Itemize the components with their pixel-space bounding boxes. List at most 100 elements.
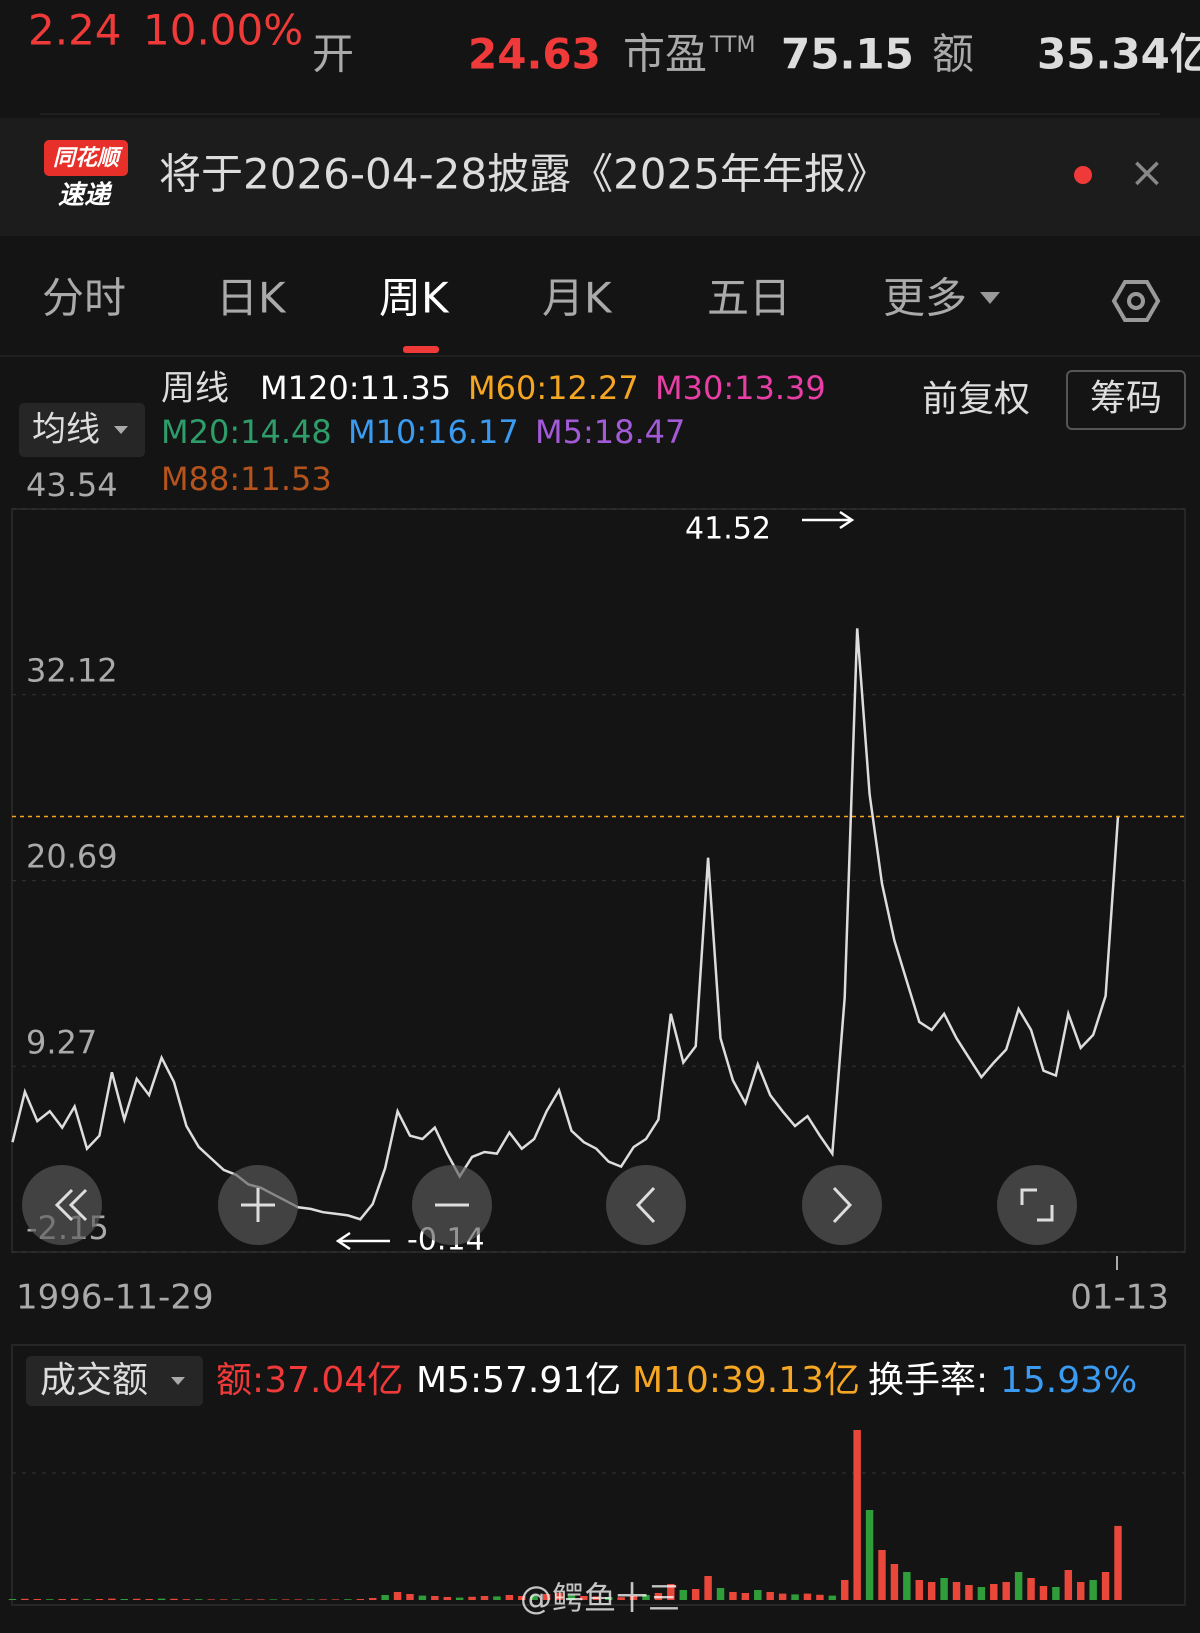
volume-bar xyxy=(468,1596,476,1600)
volume-bar xyxy=(542,1594,551,1600)
volume-frame xyxy=(11,1344,1186,1606)
volume-bar xyxy=(493,1596,501,1600)
more-caret xyxy=(980,292,1000,304)
open: 24.63 xyxy=(468,30,601,79)
volume-bar xyxy=(443,1597,451,1600)
volume-bar xyxy=(393,1592,402,1600)
volume-menu[interactable] xyxy=(26,1356,203,1406)
volume-bar xyxy=(1027,1578,1035,1600)
max-arrow xyxy=(802,510,855,530)
volume-bar xyxy=(828,1595,837,1600)
volume-bar xyxy=(455,1597,464,1600)
volume-bar xyxy=(716,1588,725,1600)
volume-bar xyxy=(604,1597,613,1600)
volume-bar xyxy=(766,1592,774,1600)
watermark: @鳄鱼十三 xyxy=(520,1579,680,1617)
close-button[interactable]: × xyxy=(1129,148,1164,197)
volume-bar xyxy=(952,1582,961,1600)
volume-value: 换手率: xyxy=(868,1360,988,1401)
tab[interactable]: 日K xyxy=(216,274,287,323)
volume-bar xyxy=(1014,1572,1023,1600)
y-tick-label: 43.54 xyxy=(26,466,118,504)
volume-bar xyxy=(1077,1582,1085,1600)
volume-bar xyxy=(368,1598,377,1600)
change-pct: 10.00% xyxy=(143,6,303,55)
tab[interactable]: 更多 xyxy=(883,274,967,323)
adjust[interactable]: 前复权 xyxy=(922,379,1030,420)
nav-icon xyxy=(832,1186,853,1224)
min-arrow xyxy=(335,1231,390,1251)
logo-bottom: 速递 xyxy=(58,181,113,211)
pe: 75.15 xyxy=(781,30,914,79)
volume-bar xyxy=(480,1596,489,1600)
nav-button[interactable] xyxy=(22,1165,102,1245)
y-tick-label: 9.27 xyxy=(26,1023,97,1061)
nav-button[interactable] xyxy=(606,1165,686,1245)
tab[interactable]: 分时 xyxy=(42,274,126,323)
volume-bar xyxy=(841,1580,849,1600)
volume-bar xyxy=(356,1599,365,1600)
ma-value: M5:18.47 xyxy=(535,413,685,451)
x-tick-label: 01-13 xyxy=(1070,1278,1169,1318)
volume-bar xyxy=(344,1599,352,1600)
ma-value: M88:11.53 xyxy=(161,460,332,498)
volume-bar xyxy=(1089,1580,1097,1600)
volume-bar xyxy=(878,1550,886,1600)
volume-bar xyxy=(33,1599,42,1600)
volume-bar xyxy=(704,1576,712,1600)
amount-label: 额 xyxy=(932,30,974,79)
volume-bar xyxy=(642,1595,650,1600)
volume-bar xyxy=(120,1599,129,1600)
volume-bar xyxy=(741,1593,750,1600)
volume-menu-label[interactable]: 成交额 xyxy=(40,1360,148,1401)
nav-button[interactable] xyxy=(997,1165,1077,1245)
ma-value: M60:12.27 xyxy=(468,369,639,407)
volume-bar xyxy=(505,1595,514,1600)
volume-bar xyxy=(729,1592,737,1600)
nav-button[interactable] xyxy=(802,1165,882,1245)
volume-bar xyxy=(679,1590,687,1600)
volume-bar xyxy=(1039,1586,1048,1600)
logo-top: 同花顺 xyxy=(53,146,123,171)
volume-bar xyxy=(990,1584,998,1600)
volume-bar xyxy=(21,1598,29,1600)
nav-icon xyxy=(635,1186,656,1224)
pe-sup: TTM xyxy=(709,33,755,58)
y-tick-label: 32.12 xyxy=(26,652,118,690)
ma-value: M10:16.17 xyxy=(348,413,519,451)
chips-label[interactable]: 筹码 xyxy=(1090,378,1162,419)
volume-value: 15.93% xyxy=(1000,1360,1137,1401)
max-label: 41.52 xyxy=(685,512,771,547)
volume-bar xyxy=(667,1584,675,1600)
volume-bar xyxy=(83,1599,91,1600)
nav-icon xyxy=(241,1188,275,1222)
settings-icon[interactable] xyxy=(1111,280,1161,322)
volume-bar xyxy=(890,1564,899,1600)
nav-icon xyxy=(54,1188,88,1222)
volume-bar xyxy=(418,1595,427,1600)
volume-bar xyxy=(182,1599,191,1600)
gear-hole xyxy=(1127,292,1145,310)
period: 周线 xyxy=(161,369,229,409)
tab[interactable]: 五日 xyxy=(707,274,791,323)
volume-bar xyxy=(108,1598,116,1600)
ma-value: M30:13.39 xyxy=(655,369,826,407)
volume-bar xyxy=(331,1599,340,1600)
nav-icon xyxy=(1020,1188,1054,1222)
notice-text[interactable]: 将于2026-04-28披露《2025年年报》 xyxy=(159,150,888,199)
amount: 35.34亿 xyxy=(1037,30,1200,79)
tab-indicator xyxy=(403,346,439,353)
chips-button[interactable] xyxy=(1066,370,1186,430)
volume-bar xyxy=(132,1598,141,1600)
gear xyxy=(1111,280,1161,322)
tab[interactable]: 月K xyxy=(542,274,613,323)
ma-menu[interactable] xyxy=(19,403,145,457)
volume-bar xyxy=(381,1595,389,1600)
volume-bar xyxy=(629,1596,638,1600)
volume-bar xyxy=(294,1599,302,1600)
ma-menu-label[interactable]: 均线 xyxy=(32,410,100,450)
tab[interactable]: 周K xyxy=(379,274,450,323)
unread-dot xyxy=(1074,166,1092,184)
volume-bar xyxy=(691,1589,700,1600)
volume-bar xyxy=(95,1599,104,1600)
